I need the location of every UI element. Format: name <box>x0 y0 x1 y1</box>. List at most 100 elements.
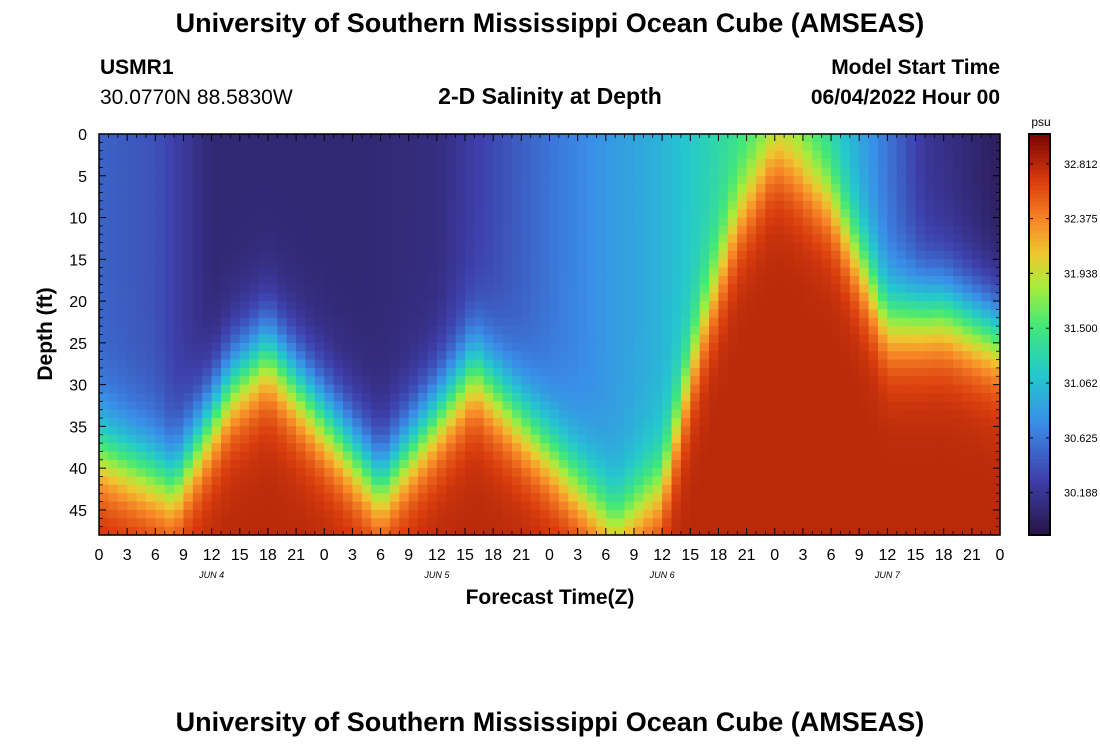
heatmap-cell <box>418 167 429 177</box>
heatmap-cell <box>953 276 964 285</box>
heatmap-cell <box>530 284 541 294</box>
heatmap-cell <box>549 468 560 478</box>
heatmap-cell <box>511 250 522 260</box>
heatmap-cell <box>455 267 466 277</box>
heatmap-cell <box>549 259 560 269</box>
heatmap-cell <box>934 518 945 528</box>
heatmap-cell <box>117 367 128 377</box>
heatmap-cell <box>859 159 870 169</box>
heatmap-cell <box>802 334 813 344</box>
heatmap-cell <box>934 418 945 427</box>
heatmap-cell <box>277 359 288 369</box>
heatmap-cell <box>436 351 447 361</box>
heatmap-cell <box>868 509 879 519</box>
heatmap-cell <box>249 167 260 177</box>
heatmap-cell <box>624 376 635 386</box>
heatmap-cell <box>765 200 776 210</box>
heatmap-cell <box>981 175 992 185</box>
heatmap-cell <box>427 142 438 152</box>
heatmap-cell <box>258 225 269 235</box>
heatmap-cell <box>737 134 748 143</box>
heatmap-cell <box>793 142 804 152</box>
heatmap-cell <box>633 317 644 327</box>
heatmap-cell <box>577 459 588 469</box>
heatmap-cell <box>174 509 185 519</box>
heatmap-cell <box>962 459 973 469</box>
heatmap-cell <box>230 426 241 436</box>
heatmap-cell <box>746 418 757 427</box>
heatmap-cell <box>802 242 813 252</box>
heatmap-cell <box>953 234 964 244</box>
heatmap-cell <box>164 476 175 486</box>
heatmap-cell <box>286 342 297 352</box>
heatmap-cell <box>924 134 935 143</box>
heatmap-cell <box>230 142 241 152</box>
heatmap-cell <box>474 200 485 210</box>
heatmap-cell <box>680 184 691 194</box>
heatmap-cell <box>267 459 278 469</box>
heatmap-cell <box>596 309 607 319</box>
heatmap-cell <box>943 376 954 386</box>
heatmap-cell <box>521 384 532 394</box>
heatmap-cell <box>577 334 588 344</box>
heatmap-cell <box>305 509 316 519</box>
heatmap-cell <box>221 292 231 302</box>
heatmap-cell <box>174 217 185 227</box>
heatmap-cell <box>352 493 363 503</box>
heatmap-cell <box>849 259 860 269</box>
heatmap-cell <box>662 426 673 436</box>
heatmap-cell <box>286 493 297 503</box>
heatmap-cell <box>286 443 297 453</box>
heatmap-cell <box>784 234 795 244</box>
heatmap-cell <box>662 184 673 194</box>
heatmap-cell <box>765 276 776 285</box>
heatmap-cell <box>361 175 372 185</box>
heatmap-cell <box>455 317 466 327</box>
heatmap-cell <box>436 259 447 269</box>
heatmap-cell <box>145 509 156 519</box>
heatmap-cell <box>887 426 898 436</box>
heatmap-cell <box>127 192 138 202</box>
heatmap-cell <box>352 334 363 344</box>
heatmap-cell <box>136 384 147 394</box>
heatmap-cell <box>408 292 419 302</box>
heatmap-cell <box>953 200 964 210</box>
heatmap-cell <box>990 351 1001 361</box>
heatmap-cell <box>746 359 757 369</box>
heatmap-cell <box>784 451 795 461</box>
heatmap-cell <box>371 150 382 160</box>
heatmap-cell <box>709 200 720 210</box>
heatmap-cell <box>549 443 560 453</box>
heatmap-cell <box>418 376 429 386</box>
heatmap-cell <box>99 225 109 235</box>
heatmap-cell <box>549 292 560 302</box>
heatmap-cell <box>605 209 616 219</box>
heatmap-cell <box>127 359 138 369</box>
heatmap-cell <box>812 493 823 503</box>
heatmap-cell <box>305 459 316 469</box>
heatmap-cell <box>981 326 992 336</box>
heatmap-cell <box>765 376 776 386</box>
heatmap-cell <box>755 401 766 411</box>
heatmap-cell <box>361 484 372 494</box>
heatmap-cell <box>408 351 419 361</box>
heatmap-cell <box>314 468 325 478</box>
heatmap-cell <box>906 234 917 244</box>
heatmap-cell <box>568 217 579 227</box>
heatmap-cell <box>680 309 691 319</box>
heatmap-cell <box>296 159 307 169</box>
heatmap-cell <box>127 250 138 260</box>
heatmap-cell <box>812 459 823 469</box>
colorbar-band <box>1029 266 1050 271</box>
heatmap-cell <box>718 284 729 294</box>
heatmap-cell <box>305 142 316 152</box>
heatmap-cell <box>333 326 344 336</box>
heatmap-cell <box>192 184 203 194</box>
heatmap-cell <box>108 501 119 511</box>
heatmap-cell <box>643 384 654 394</box>
heatmap-cell <box>549 159 560 169</box>
heatmap-cell <box>906 451 917 461</box>
heatmap-cell <box>493 376 504 386</box>
heatmap-cell <box>699 334 710 344</box>
heatmap-cell <box>671 501 682 511</box>
